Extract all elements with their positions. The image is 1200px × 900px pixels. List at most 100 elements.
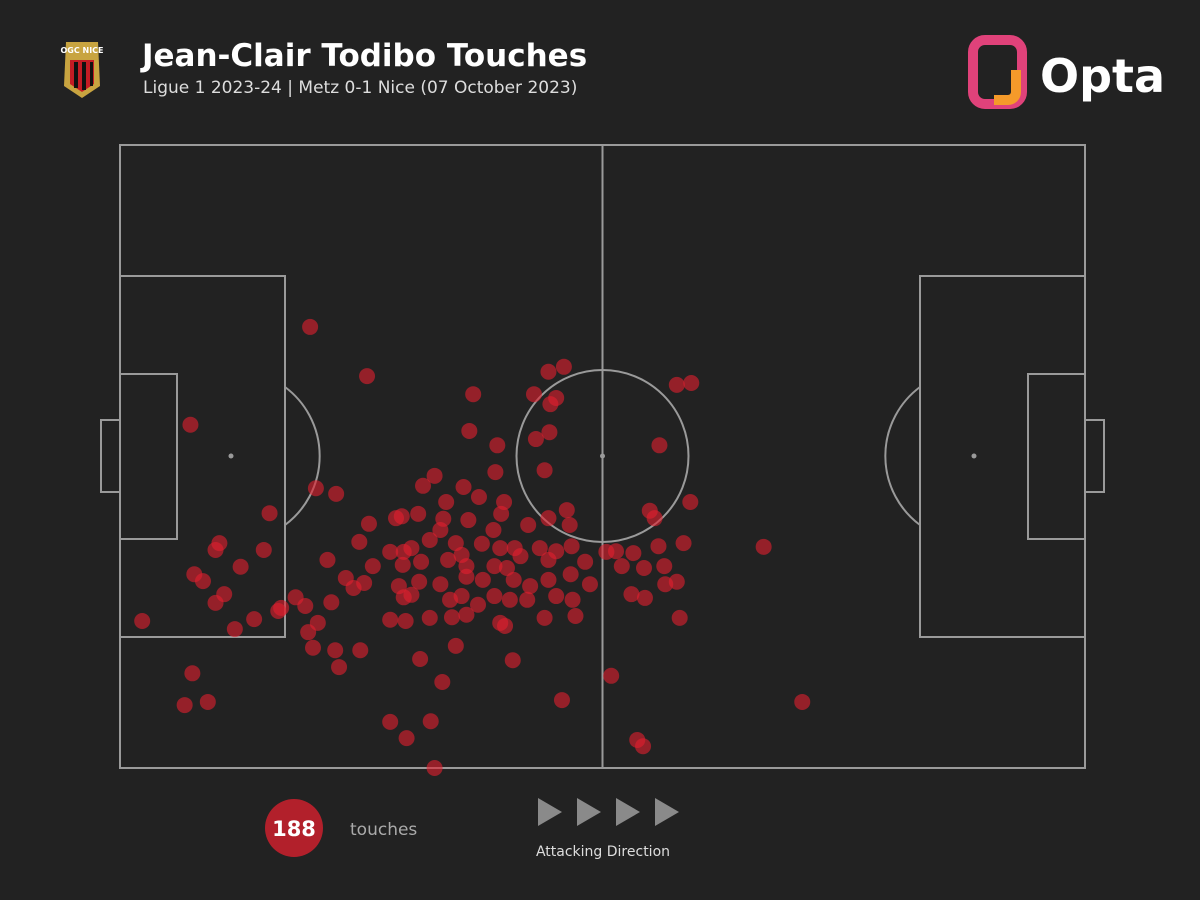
touch <box>505 571 522 588</box>
crest: OGC NICE <box>60 42 104 98</box>
chart-subtitle: Ligue 1 2023-24 | Metz 0-1 Nice (07 Octo… <box>143 78 577 98</box>
touch <box>458 568 475 585</box>
touch <box>489 437 506 454</box>
touch <box>438 493 455 510</box>
touch <box>411 573 428 590</box>
touch <box>531 540 548 557</box>
touch <box>413 553 430 570</box>
touch <box>226 621 243 638</box>
touch <box>561 517 578 534</box>
touch <box>650 538 667 555</box>
touch <box>603 667 620 684</box>
touch <box>492 540 509 557</box>
touch <box>305 639 321 656</box>
touch <box>432 522 449 539</box>
touch <box>540 571 557 588</box>
touch <box>564 591 581 608</box>
touch <box>382 611 399 628</box>
touch <box>297 598 314 615</box>
brand: Opta <box>1040 49 1165 103</box>
touch <box>520 517 537 534</box>
touch <box>412 650 429 667</box>
touch <box>328 485 345 502</box>
touch <box>501 591 518 608</box>
touch <box>755 538 772 555</box>
touch <box>474 571 491 588</box>
touch <box>397 612 414 629</box>
total: 188 <box>272 817 316 841</box>
touch <box>540 363 557 380</box>
touch <box>393 508 410 525</box>
touch <box>623 586 640 603</box>
touch <box>302 318 319 335</box>
touch <box>382 713 399 730</box>
touch <box>473 535 490 552</box>
touch <box>460 512 477 529</box>
touch <box>682 493 699 510</box>
touch <box>485 522 502 539</box>
touch <box>497 617 514 634</box>
touch <box>635 560 652 577</box>
touch <box>359 368 376 385</box>
total-badge <box>265 799 323 857</box>
touch <box>434 674 451 691</box>
touch <box>455 479 472 496</box>
touch <box>182 416 199 433</box>
touch <box>351 533 368 550</box>
touch <box>646 510 663 527</box>
touch <box>261 505 278 522</box>
touch <box>300 624 317 641</box>
touches <box>134 318 811 776</box>
direction-label: Attacking Direction <box>536 844 670 860</box>
touch <box>683 374 700 391</box>
touch <box>360 515 377 532</box>
touch <box>562 566 579 583</box>
touch <box>504 652 521 669</box>
touch <box>608 543 625 560</box>
chart-title: Jean-Clair Todibo Touches <box>140 38 587 74</box>
touch <box>625 545 642 562</box>
touch <box>410 505 427 522</box>
touch <box>352 642 369 659</box>
direction-arrows <box>538 798 679 826</box>
touch <box>656 558 673 575</box>
touch <box>232 558 249 575</box>
touch <box>563 538 580 555</box>
touch <box>671 609 688 626</box>
touch <box>443 609 460 626</box>
touch <box>527 431 544 448</box>
total-label: touches <box>350 820 417 840</box>
touch <box>525 386 542 403</box>
touch <box>273 599 290 616</box>
touch <box>668 573 685 590</box>
touch <box>426 467 443 484</box>
touch <box>486 558 503 575</box>
touch <box>675 535 692 552</box>
touch <box>553 692 570 709</box>
touch <box>540 510 557 527</box>
touch <box>581 576 598 593</box>
touch <box>421 609 438 626</box>
touch <box>536 462 553 479</box>
touch <box>493 505 510 522</box>
touch <box>636 589 653 606</box>
touch <box>461 422 478 439</box>
touch <box>403 586 420 603</box>
touch <box>540 551 557 568</box>
touch <box>364 558 381 575</box>
opta-logo: Opta <box>968 35 1165 109</box>
touch <box>432 576 449 593</box>
touch <box>536 609 553 626</box>
touch <box>403 540 420 557</box>
touch <box>458 606 475 623</box>
touch <box>486 588 503 605</box>
touch <box>651 437 668 454</box>
touch <box>440 551 457 568</box>
touch <box>541 424 558 441</box>
touch <box>199 693 216 710</box>
crest-text: OGC NICE <box>60 46 103 55</box>
touch <box>542 396 559 413</box>
touch <box>512 548 529 565</box>
